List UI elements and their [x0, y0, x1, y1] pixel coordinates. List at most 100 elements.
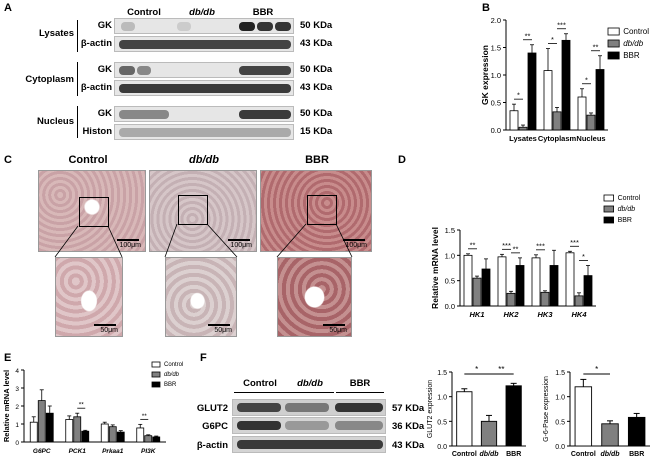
- group-label-control: Control: [127, 7, 161, 18]
- legend-swatch: [151, 361, 161, 368]
- bar: [480, 420, 498, 447]
- row-label-histon: Histon: [82, 126, 112, 137]
- y-tick-label: 0.0: [555, 444, 565, 451]
- y-tick-label: 0.5: [555, 419, 565, 426]
- row-label-gk: GK: [97, 20, 112, 31]
- panel-letter-e: E: [4, 352, 12, 364]
- group-label-bbr: BBR: [252, 7, 274, 18]
- y-tick-label: 0.0: [437, 444, 447, 451]
- sig-marker: ***: [536, 241, 545, 250]
- x-tick-label: BBR: [506, 451, 521, 458]
- group-label-control: Control: [243, 378, 277, 389]
- sig-marker: **: [470, 240, 476, 249]
- x-tick-label: HK4: [571, 310, 587, 319]
- bar-dbdb: [144, 435, 153, 443]
- mw-label: 50 KDa: [300, 108, 333, 119]
- legend-label: BBR: [623, 51, 640, 60]
- bar-BBR: [561, 39, 571, 131]
- bar-Control: [565, 252, 575, 307]
- y-axis-label: GK expression: [480, 45, 490, 105]
- legend-swatch: [607, 51, 620, 60]
- blot-g6pc: [232, 417, 386, 434]
- mw-label: 43 KDa: [300, 38, 333, 49]
- section-label-lysates: Lysates: [38, 28, 74, 39]
- bar-BBR: [152, 436, 161, 443]
- bracket: [77, 106, 78, 138]
- panel-letter-f: F: [200, 352, 207, 364]
- y-tick-label: 2.0: [491, 16, 501, 25]
- micrograph-bbr-zoom: 50μm: [277, 257, 352, 337]
- micrograph-control-zoom: 50μm: [55, 257, 123, 337]
- row-label-actin: β-actin: [196, 440, 228, 451]
- bar-dbdb: [552, 111, 562, 131]
- x-tick-label: Cytoplasm: [538, 134, 577, 143]
- group-label-dbdb: db/db: [189, 7, 215, 18]
- x-tick-label: HK2: [503, 310, 519, 319]
- mw-label: 43 KDa: [392, 440, 425, 451]
- bar-Control: [543, 70, 553, 131]
- group-label-bbr: BBR: [349, 378, 371, 389]
- y-tick-label: 1.5: [437, 370, 447, 377]
- y-axis-label: Relative mRNA level: [2, 370, 11, 442]
- histo-title-dbdb: db/db: [189, 154, 219, 166]
- blot-actin: [232, 436, 386, 453]
- x-tick-label: db/db: [479, 451, 499, 458]
- blot-glut2: [232, 399, 386, 416]
- sig-marker: **: [498, 365, 504, 374]
- bar: [505, 385, 522, 447]
- mw-label: 50 KDa: [300, 20, 333, 31]
- x-tick-label: db/db: [600, 451, 620, 458]
- micrograph-dbdb: 100μm: [149, 170, 257, 252]
- bar-Control: [136, 427, 145, 443]
- bar-Control: [100, 423, 109, 443]
- chart-b: 0.0 0.5 1.0 1.5 2.0 GK expression Lysates Cytop…: [480, 16, 649, 143]
- legend-label: db/db: [623, 39, 644, 48]
- mw-label: 36 KDa: [392, 421, 425, 432]
- sig-marker: **: [525, 31, 531, 40]
- micrograph-bbr: 100μm: [260, 170, 372, 252]
- histo-title-bbr: BBR: [305, 154, 329, 166]
- y-tick-label: 1: [15, 422, 19, 429]
- legend-label: Control: [623, 27, 649, 36]
- legend-label: db/db: [618, 206, 636, 213]
- chart-d: 0.0 0.5 1.0 1.5 Relative mRNA level HK1 HK2 HK3…: [430, 194, 641, 319]
- bar-Control: [497, 256, 507, 307]
- y-tick-label: 0.5: [437, 419, 447, 426]
- legend-swatch: [603, 216, 615, 224]
- bar-dbdb: [540, 291, 550, 307]
- sig-marker: **: [593, 42, 599, 51]
- bar-BBR: [81, 430, 90, 443]
- sig-marker: *: [475, 365, 478, 374]
- section-label-cytoplasm: Cytoplasm: [25, 74, 74, 85]
- y-tick-label: 4: [15, 368, 19, 375]
- bar-BBR: [595, 69, 605, 131]
- bracket: [77, 20, 78, 52]
- blot-cytoplasm-gk: [114, 62, 294, 78]
- legend-swatch: [603, 205, 615, 213]
- blot-cytoplasm-actin: [114, 80, 294, 96]
- blot-lysates-gk: [114, 18, 294, 34]
- x-tick-label: PCK1: [69, 448, 87, 455]
- x-tick-label: Control: [452, 451, 477, 458]
- sig-marker: **: [79, 402, 85, 409]
- group-line: [288, 392, 334, 393]
- row-label-gk: GK: [97, 108, 112, 119]
- bar-Control: [577, 96, 587, 131]
- bar: [574, 386, 593, 447]
- row-label-actin: β-actin: [80, 82, 112, 93]
- row-label-g6pc: G6PC: [202, 421, 228, 432]
- chart-f-g6pase: 0.0 0.5 1.0 1.5 G-6-Pase expression Control db…: [543, 365, 650, 458]
- mw-label: 43 KDa: [300, 82, 333, 93]
- panel-letter-d: D: [398, 154, 406, 166]
- legend-swatch: [603, 194, 615, 202]
- bar-BBR: [481, 268, 491, 307]
- y-tick-label: 1.0: [555, 395, 565, 402]
- y-tick-label: 1.5: [555, 370, 565, 377]
- x-tick-label: Lysates: [509, 134, 537, 143]
- blot-nucleus-gk: [114, 106, 294, 122]
- legend-label: Control: [164, 362, 183, 368]
- mw-label: 15 KDa: [300, 126, 333, 137]
- x-tick-label: BBR: [629, 451, 644, 458]
- bar-BBR: [45, 412, 54, 443]
- bar-BBR: [549, 265, 559, 307]
